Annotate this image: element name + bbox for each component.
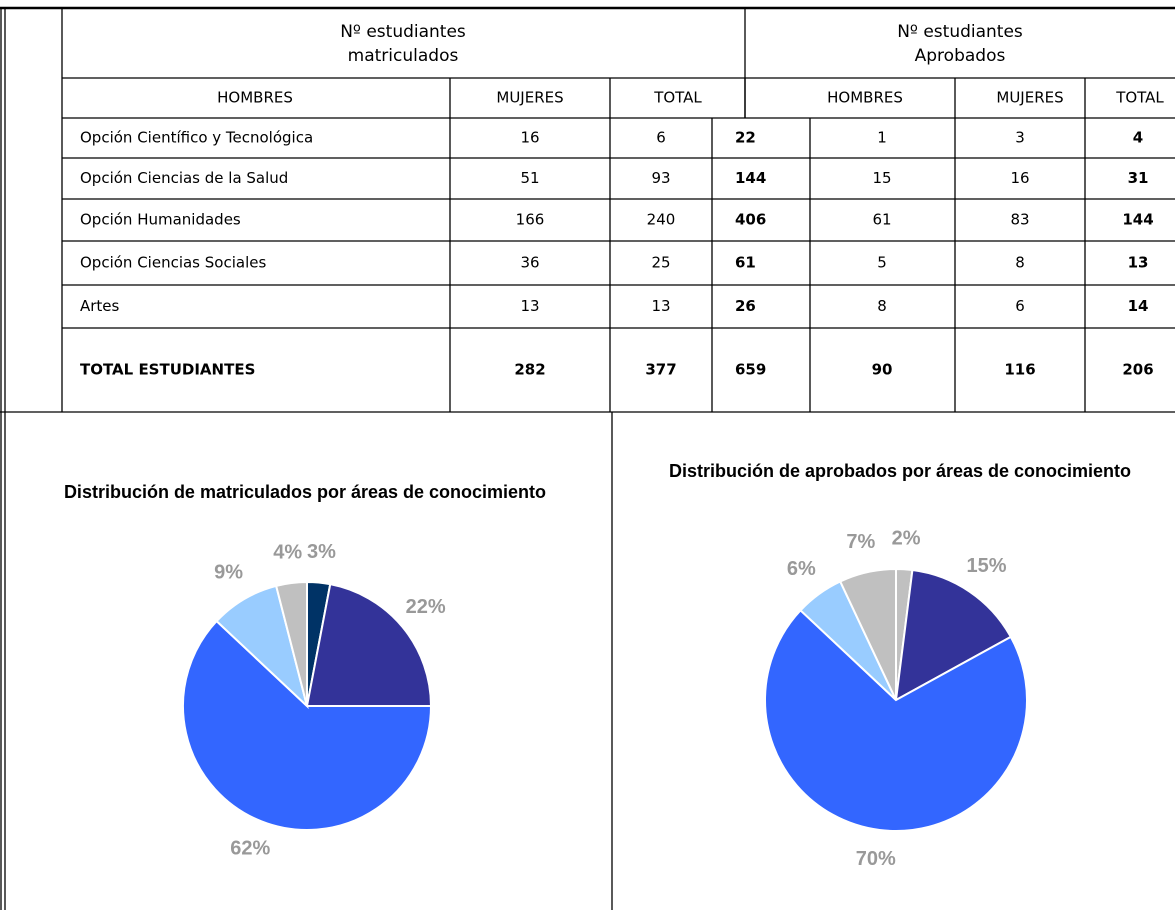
cell-value: 25 bbox=[651, 254, 670, 272]
cell-value: 51 bbox=[520, 169, 539, 187]
cell-value: 8 bbox=[877, 297, 887, 315]
cell-value: 6 bbox=[1015, 297, 1025, 315]
cell-value: 166 bbox=[516, 211, 545, 229]
group-header: Nº estudiantes bbox=[897, 22, 1023, 42]
cell-value: 36 bbox=[520, 254, 539, 272]
column-header: TOTAL bbox=[653, 89, 702, 107]
cell-value: 13 bbox=[520, 297, 539, 315]
column-header: MUJERES bbox=[496, 89, 563, 107]
cell-value: 13 bbox=[651, 297, 670, 315]
cell-value: 3 bbox=[1015, 129, 1025, 147]
cell-value: 659 bbox=[735, 361, 766, 379]
cell-value: 61 bbox=[735, 254, 756, 272]
cell-value: 4 bbox=[1133, 129, 1143, 147]
slice-label: 7% bbox=[846, 531, 875, 553]
cell-value: 6 bbox=[656, 129, 666, 147]
cell-value: 406 bbox=[735, 211, 766, 229]
pie-slice bbox=[838, 567, 897, 701]
cell-value: 22 bbox=[735, 129, 756, 147]
cell-value: 144 bbox=[1122, 211, 1153, 229]
cell-value: 16 bbox=[520, 129, 539, 147]
pie-slice bbox=[182, 619, 433, 831]
cell-value: 144 bbox=[735, 169, 766, 187]
cell-value: 16 bbox=[1010, 169, 1029, 187]
cell-value: 240 bbox=[647, 211, 676, 229]
row-label: Opción Ciencias de la Salud bbox=[80, 169, 288, 187]
column-header: TOTAL bbox=[1115, 89, 1164, 107]
slice-label: 70% bbox=[856, 848, 896, 870]
cell-value: 26 bbox=[735, 297, 756, 315]
slice-label: 2% bbox=[892, 528, 921, 550]
group-header: Nº estudiantes bbox=[340, 22, 466, 42]
cell-value: 13 bbox=[1128, 254, 1149, 272]
pie-slice bbox=[305, 583, 433, 707]
slice-label: 4% bbox=[273, 541, 302, 563]
column-header: HOMBRES bbox=[827, 89, 903, 107]
chart-title: Distribución de matriculados por áreas d… bbox=[64, 482, 546, 502]
cell-value: 31 bbox=[1128, 169, 1149, 187]
cell-value: 90 bbox=[872, 361, 893, 379]
cell-value: 116 bbox=[1004, 361, 1035, 379]
row-label: Opción Ciencias Sociales bbox=[80, 254, 266, 272]
cell-value: 377 bbox=[645, 361, 676, 379]
chart-title: Distribución de aprobados por áreas de c… bbox=[669, 461, 1131, 481]
pie-slice bbox=[894, 568, 1013, 702]
cell-value: 14 bbox=[1128, 297, 1149, 315]
row-label: TOTAL ESTUDIANTES bbox=[80, 361, 255, 379]
cell-value: 282 bbox=[514, 361, 545, 379]
cell-value: 83 bbox=[1010, 211, 1029, 229]
cell-value: 1 bbox=[877, 129, 887, 147]
row-label: Opción Humanidades bbox=[80, 211, 241, 229]
cell-value: 8 bbox=[1015, 254, 1025, 272]
cell-value: 15 bbox=[872, 169, 891, 187]
slice-label: 6% bbox=[787, 558, 816, 580]
row-label: Artes bbox=[80, 297, 120, 315]
row-label: Opción Científico y Tecnológica bbox=[80, 129, 313, 147]
slice-label: 62% bbox=[230, 837, 270, 859]
slice-label: 22% bbox=[406, 596, 446, 618]
cell-value: 206 bbox=[1122, 361, 1153, 379]
column-header: HOMBRES bbox=[217, 89, 293, 107]
pie-slice bbox=[764, 608, 1029, 832]
group-header: matriculados bbox=[348, 46, 459, 66]
group-header: Aprobados bbox=[915, 46, 1006, 66]
cell-value: 93 bbox=[651, 169, 670, 187]
slice-label: 3% bbox=[307, 541, 336, 563]
cell-value: 5 bbox=[877, 254, 887, 272]
pie-slice bbox=[274, 580, 308, 707]
slice-label: 15% bbox=[966, 555, 1006, 577]
column-header: MUJERES bbox=[996, 89, 1063, 107]
slice-label: 9% bbox=[214, 562, 243, 584]
cell-value: 61 bbox=[872, 211, 891, 229]
